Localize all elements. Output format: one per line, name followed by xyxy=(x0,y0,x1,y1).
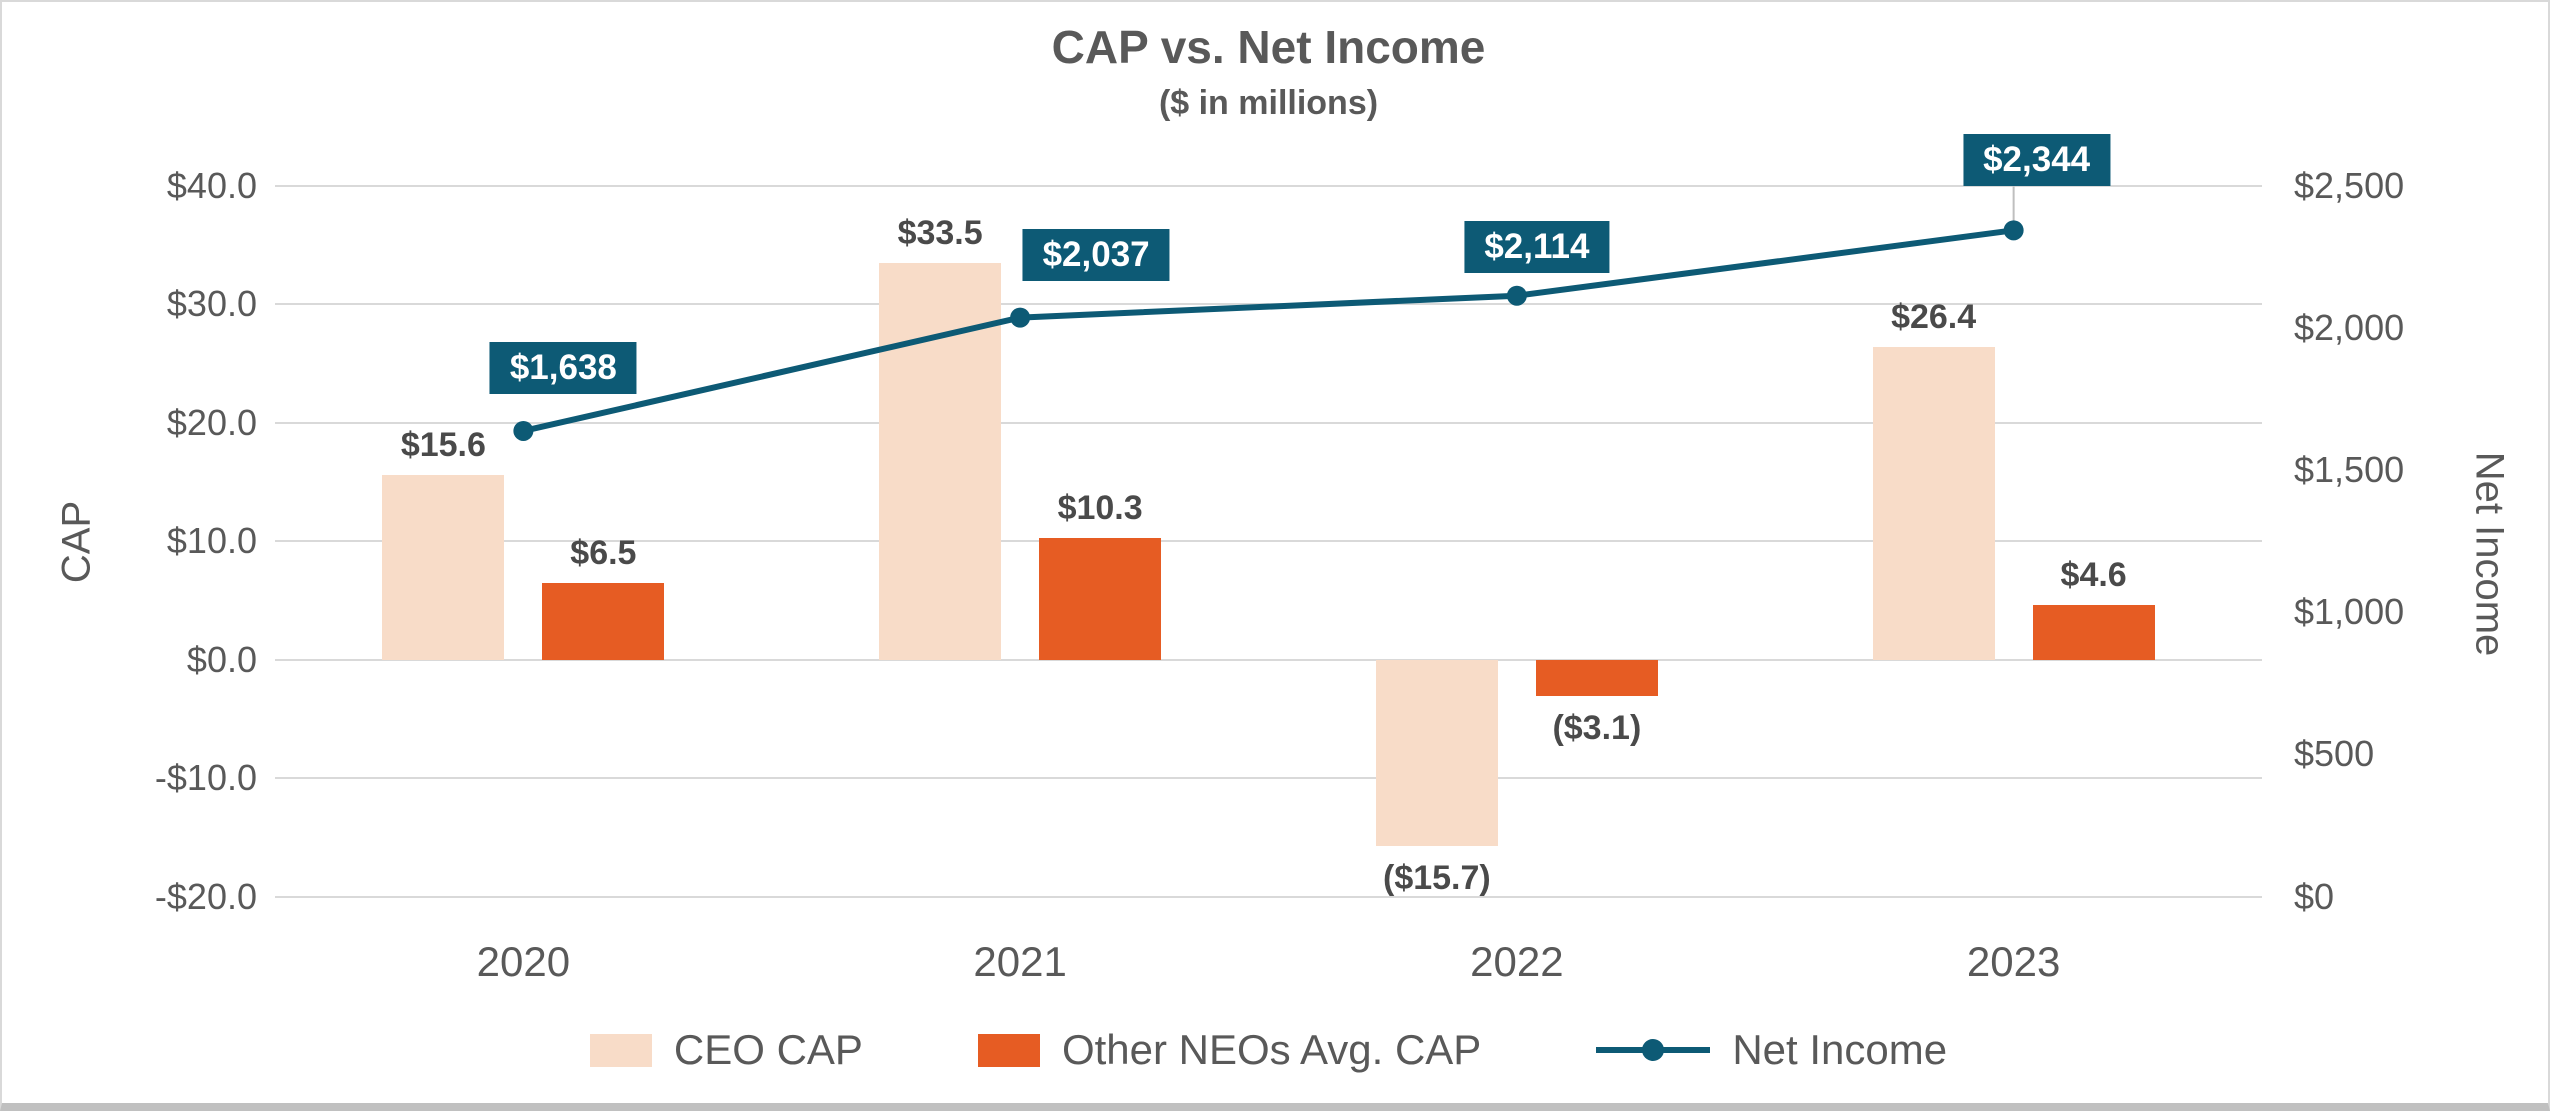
left-axis-tick: $40.0 xyxy=(166,165,257,206)
bar-other-neos-avg-cap xyxy=(2032,605,2155,660)
bar-value-label: ($3.1) xyxy=(1552,709,1642,748)
right-axis-tick: $2,000 xyxy=(2294,307,2405,349)
net-income-label: $2,037 xyxy=(1022,228,1170,281)
x-axis-label: 2021 xyxy=(973,938,1067,985)
bar-value-label: $4.6 xyxy=(2060,556,2127,595)
left-axis-tick: $10.0 xyxy=(166,520,257,562)
legend-label: Other NEOs Avg. CAP xyxy=(1061,1026,1482,1073)
bar-value-label: $26.4 xyxy=(1891,298,1977,337)
right-axis-tick: $500 xyxy=(2294,733,2375,775)
bar-value-label: $6.5 xyxy=(570,533,637,572)
bar-other-neos-avg-cap xyxy=(1535,659,1658,697)
legend-item-net-income: Net Income xyxy=(1596,1026,1947,1074)
gridline xyxy=(275,777,2262,780)
legend-line-dot xyxy=(1642,1039,1665,1061)
bar-value-label: ($15.7) xyxy=(1383,858,1491,897)
left-axis-tick: $20.0 xyxy=(166,401,257,443)
legend-swatch-icon xyxy=(977,1033,1040,1067)
bar-ceo-cap xyxy=(1872,347,1995,660)
net-income-label: $2,344 xyxy=(1963,134,2111,187)
legend-line-icon xyxy=(1596,1038,1711,1062)
legend-item-other-neos-avg-cap: Other NEOs Avg. CAP xyxy=(977,1026,1482,1074)
legend-swatch-icon xyxy=(589,1033,652,1067)
gridline xyxy=(275,185,2262,187)
right-axis-tick: $1,500 xyxy=(2294,449,2405,491)
x-axis-label: 2023 xyxy=(1966,938,2061,985)
bar-value-label: $10.3 xyxy=(1057,488,1143,527)
x-axis-label: 2022 xyxy=(1470,938,1564,985)
gridline xyxy=(275,895,2262,898)
left-axis-tick: -$10.0 xyxy=(154,757,257,799)
left-axis-tick: -$20.0 xyxy=(154,875,257,917)
left-axis-tick: $30.0 xyxy=(166,283,257,325)
x-axis-label: 2020 xyxy=(476,938,571,985)
net-income-point xyxy=(1010,307,1031,328)
bar-ceo-cap xyxy=(382,474,505,660)
chart-subtitle: ($ in millions) xyxy=(1158,84,1379,122)
net-income-label: $1,638 xyxy=(489,341,637,394)
bar-value-label: $33.5 xyxy=(897,213,983,252)
right-axis-tick: $0 xyxy=(2294,875,2335,917)
net-income-line xyxy=(522,227,2015,434)
bar-other-neos-avg-cap xyxy=(542,582,665,660)
bar-other-neos-avg-cap xyxy=(1039,537,1162,660)
left-axis-tick: $0.0 xyxy=(186,638,257,680)
legend: CEO CAP Other NEOs Avg. CAP Net Income xyxy=(275,1026,2262,1074)
legend-item-ceo-cap: CEO CAP xyxy=(589,1026,863,1074)
net-income-label: $2,114 xyxy=(1464,220,1610,273)
gridline xyxy=(275,540,2262,543)
gridline xyxy=(275,658,2262,661)
right-axis-tick: $1,000 xyxy=(2294,591,2405,633)
net-income-point xyxy=(2003,220,2024,241)
bar-value-label: $15.6 xyxy=(400,425,486,464)
legend-label: Net Income xyxy=(1732,1026,1948,1073)
legend-label: CEO CAP xyxy=(673,1026,863,1073)
right-axis-tick: $2,500 xyxy=(2294,165,2405,206)
chart-title: CAP vs. Net Income xyxy=(1051,21,1486,73)
bar-ceo-cap xyxy=(879,262,1002,660)
bar-ceo-cap xyxy=(1375,659,1498,846)
